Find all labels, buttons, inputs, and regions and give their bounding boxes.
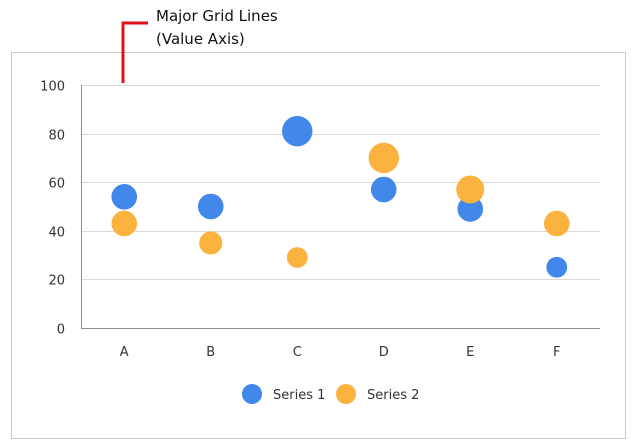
x-tick-labels: A B C D E F (120, 345, 561, 360)
bubbles (111, 115, 570, 278)
bubble-series-1-a (111, 183, 138, 210)
y-tick-labels: 0 20 40 60 80 100 (40, 80, 65, 338)
legend: Series 1 Series 2 (242, 384, 419, 404)
x-tick-label-f: F (553, 345, 560, 360)
bubble-series-1-b (197, 193, 224, 220)
callout-line-2: (Value Axis) (156, 30, 245, 48)
chart-area-border (11, 52, 626, 439)
axes (81, 85, 600, 329)
callout-bracket (121, 21, 148, 83)
bubble-series-1-e (457, 196, 484, 222)
y-tick-label-60: 60 (48, 177, 65, 192)
bubble-series-1-d (370, 176, 397, 203)
x-tick-label-a: A (120, 345, 129, 360)
bubble-series-1-f (546, 256, 568, 278)
legend-label-series-2: Series 2 (367, 388, 419, 403)
grid-lines-callout: Major Grid Lines (Value Axis) (121, 7, 278, 83)
x-tick-label-b: B (206, 345, 215, 360)
y-tick-label-20: 20 (48, 274, 65, 289)
y-tick-label-0: 0 (57, 323, 65, 338)
bubble-series-2-a (111, 210, 138, 237)
gridlines (81, 85, 600, 280)
legend-label-series-1: Series 1 (273, 388, 325, 403)
bubble-series-2-d (368, 142, 399, 174)
y-tick-label-80: 80 (48, 129, 65, 144)
x-tick-label-e: E (466, 345, 474, 360)
x-tick-label-c: C (293, 345, 302, 360)
y-tick-label-40: 40 (48, 226, 65, 241)
bubble-series-2-b (199, 231, 223, 255)
x-tick-label-d: D (379, 345, 389, 360)
callout-line-1: Major Grid Lines (156, 7, 278, 25)
bubble-series-2-e (456, 175, 485, 204)
y-tick-label-100: 100 (40, 80, 65, 95)
bubble-series-2-c (286, 247, 308, 268)
bubble-series-1-c (282, 115, 313, 147)
legend-marker-series-1 (242, 384, 262, 404)
legend-marker-series-2 (336, 384, 356, 404)
bubble-series-2-f (543, 210, 570, 237)
